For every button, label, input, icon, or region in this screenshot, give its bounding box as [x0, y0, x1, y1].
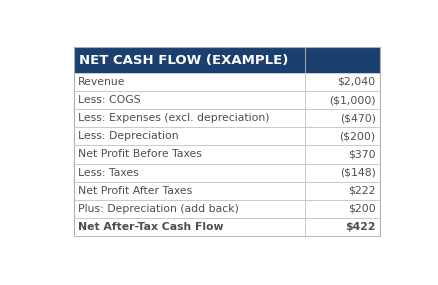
Text: ($148): ($148): [339, 168, 375, 178]
Text: Less: Taxes: Less: Taxes: [78, 168, 138, 178]
Text: $422: $422: [344, 222, 375, 232]
Text: Plus: Depreciation (add back): Plus: Depreciation (add back): [78, 204, 238, 214]
Text: Net After-Tax Cash Flow: Net After-Tax Cash Flow: [78, 222, 223, 232]
Bar: [74, 47, 379, 73]
Text: $370: $370: [347, 149, 375, 160]
Text: Less: Expenses (excl. depreciation): Less: Expenses (excl. depreciation): [78, 113, 268, 123]
Text: $200: $200: [347, 204, 375, 214]
Bar: [74, 47, 379, 236]
Text: ($1,000): ($1,000): [328, 95, 375, 105]
Bar: [74, 164, 379, 182]
Text: Less: Depreciation: Less: Depreciation: [78, 131, 178, 141]
Text: ($200): ($200): [339, 131, 375, 141]
Text: Net Profit Before Taxes: Net Profit Before Taxes: [78, 149, 201, 160]
Bar: [74, 109, 379, 127]
Bar: [74, 182, 379, 200]
Text: Net Profit After Taxes: Net Profit After Taxes: [78, 186, 191, 196]
Text: ($470): ($470): [339, 113, 375, 123]
Bar: [74, 200, 379, 218]
Bar: [74, 145, 379, 164]
Bar: [74, 218, 379, 236]
Text: Less: COGS: Less: COGS: [78, 95, 140, 105]
Bar: [74, 73, 379, 91]
Bar: [74, 91, 379, 109]
Text: $2,040: $2,040: [337, 77, 375, 87]
Text: NET CASH FLOW (EXAMPLE): NET CASH FLOW (EXAMPLE): [78, 54, 287, 67]
Bar: [74, 127, 379, 145]
Text: Revenue: Revenue: [78, 77, 125, 87]
Text: $222: $222: [347, 186, 375, 196]
